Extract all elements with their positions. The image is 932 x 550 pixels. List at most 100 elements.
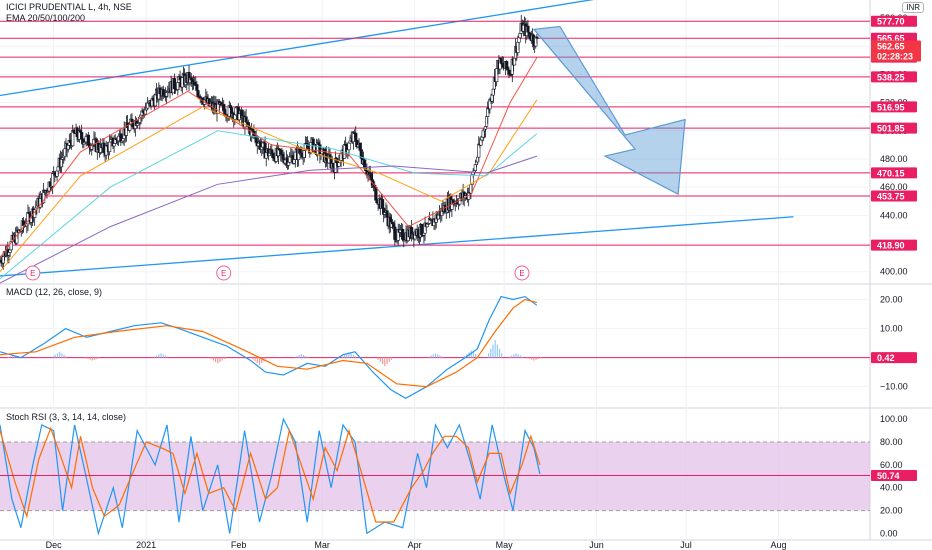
macd-histogram-bar (432, 354, 434, 358)
x-tick-label: Aug (771, 540, 787, 550)
price-level-tag-text: 470.15 (877, 168, 905, 178)
x-tick-label: Jun (589, 540, 604, 550)
macd-histogram-bar (167, 356, 169, 358)
macd-histogram-bar (294, 356, 296, 358)
macd-histogram-bar (381, 357, 384, 365)
price-level-tag: 538.25 (871, 71, 917, 83)
macd-histogram-bar (158, 354, 160, 358)
macd-histogram-bar (501, 353, 503, 358)
ema-line-1 (0, 57, 538, 258)
macd-histogram-bar (464, 355, 466, 358)
macd-histogram-bar (94, 357, 96, 360)
price-tick-label: 480.00 (880, 154, 908, 164)
x-tick-label: Dec (46, 540, 63, 550)
macd-histogram-bar (265, 357, 267, 360)
macd-histogram-bar (437, 354, 439, 358)
stoch-tick-label: 100.00 (880, 414, 908, 424)
macd-histogram-bar (494, 340, 496, 358)
x-tick-label: Jul (680, 540, 692, 550)
x-tick-label: 2021 (136, 540, 156, 550)
macd-histogram-bar (256, 357, 258, 364)
stoch-tick-label: 0.00 (880, 528, 898, 538)
macd-histogram-bar (223, 357, 225, 360)
macd-histogram-bar (533, 357, 535, 361)
stoch-tick-label: 60.00 (880, 460, 903, 470)
macd-histogram-bar (153, 356, 156, 358)
macd-histogram-bar (350, 353, 352, 358)
macd-histogram-bar (302, 355, 305, 358)
macd-histogram-bar (434, 353, 437, 358)
macd-histogram-bar (528, 357, 531, 360)
macd-histogram-bar (496, 344, 498, 358)
price-level-tag-bg (871, 167, 917, 179)
macd-histogram-bar (526, 357, 528, 359)
earnings-marker-icon (216, 265, 232, 281)
macd-histogram-bar (9, 356, 12, 358)
macd-histogram-bar (98, 357, 100, 359)
x-tick-label: Mar (314, 540, 330, 550)
macd-histogram-bar (164, 355, 167, 358)
macd-histogram-bar (535, 357, 537, 360)
macd-histogram-bar (85, 357, 87, 359)
price-level-tag-bg (871, 190, 917, 202)
macd-histogram-bar (162, 354, 164, 358)
earnings-marker-label: E (519, 269, 524, 278)
macd-histogram-bar (214, 357, 217, 362)
price-level-tag: 577.70 (871, 15, 917, 27)
currency-badge[interactable]: INR (902, 2, 924, 13)
symbol-title: ICICI PRUDENTIAL L, 4h, NSE (6, 2, 132, 12)
macd-histogram-bar (439, 355, 441, 358)
macd-histogram-bar (475, 353, 477, 358)
macd-histogram-bar (343, 355, 346, 358)
macd-histogram-bar (63, 354, 65, 358)
macd-value-tag: 0.42 (871, 352, 917, 364)
price-level-tag: 453.75 (871, 190, 917, 202)
price-level-tag: 501.85 (871, 122, 917, 134)
price-level-tag-bg (871, 239, 917, 251)
macd-histogram-bar (52, 356, 54, 358)
ema-line-2 (0, 99, 538, 273)
macd-tick-label: −10.00 (880, 382, 908, 392)
macd-histogram-bar (428, 356, 430, 358)
candle-body (337, 162, 341, 167)
price-level-tag: 470.15 (871, 167, 917, 179)
x-tick-label: Apr (408, 540, 422, 550)
macd-histogram-bar (492, 344, 494, 358)
macd-histogram-bar (261, 357, 263, 364)
price-level-tag-text: 418.90 (877, 241, 905, 251)
stoch-value-tag-text: 50.74 (877, 471, 900, 481)
macd-histogram-bar (221, 357, 223, 361)
stoch-tick-label: 20.00 (880, 506, 903, 516)
macd-histogram-bar (377, 357, 379, 360)
macd-histogram-bar (300, 354, 302, 358)
price-level-tag-text: 577.70 (877, 17, 905, 27)
macd-histogram-bar (96, 357, 98, 360)
earnings-marker-label: E (30, 269, 35, 278)
stoch-series-d (0, 426, 541, 523)
macd-histogram-bar (430, 355, 432, 358)
macd-histogram-bar (513, 354, 515, 358)
macd-histogram-bar (212, 357, 214, 361)
macd-histogram-bar (307, 356, 309, 358)
ema-line-4 (0, 155, 538, 284)
macd-histogram-bar (472, 352, 475, 358)
stoch-rsi-title: Stoch RSI (3, 3, 14, 14, close) (6, 412, 127, 422)
macd-histogram-bar (298, 355, 300, 358)
x-tick-label: May (496, 540, 514, 550)
macd-histogram-bar (354, 356, 357, 358)
last-price-value: 562.65 (877, 41, 905, 51)
candle-body (535, 36, 539, 39)
stoch-band-fill (0, 442, 870, 511)
price-level-tag-text: 516.95 (877, 102, 905, 112)
earnings-marker-label: E (221, 269, 226, 278)
countdown-timer: 02:28:23 (877, 51, 913, 61)
macd-histogram-bar (522, 356, 524, 358)
macd-histogram-bar (386, 357, 388, 365)
macd-histogram-bar (305, 355, 307, 358)
earnings-marker-icon (25, 265, 41, 281)
price-level-tag-bg (871, 15, 917, 27)
macd-histogram-bar (217, 357, 219, 364)
trend-channel-lower-line (0, 216, 794, 277)
macd-histogram-bar (61, 353, 63, 358)
